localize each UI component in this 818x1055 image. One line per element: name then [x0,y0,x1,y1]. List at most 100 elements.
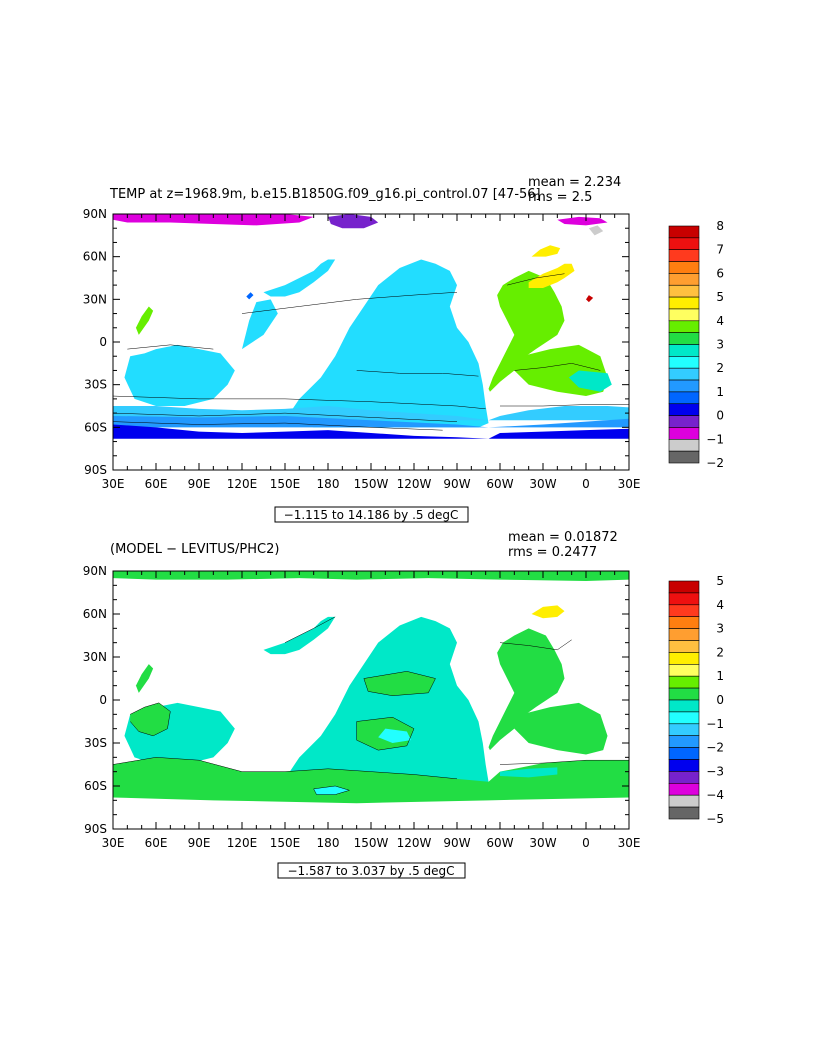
panel-top: TEMP at z=1968.9m, b.e15.B1850G.f09_g16.… [83,175,724,523]
x-tick-label: 0 [582,477,590,491]
colorbar-swatch [668,663,700,677]
x-tick-label: 120W [397,477,432,491]
colorbar-swatch [668,747,700,760]
colorbar-label: 0 [716,409,724,423]
colorbar-label: 3 [716,338,724,352]
colorbar-label: 5 [716,574,724,588]
field-region [113,424,629,439]
x-tick-label: 30E [618,477,641,491]
field-layer [113,214,629,439]
x-tick-label: 30E [618,836,641,850]
x-tick-label: 30E [102,836,125,850]
colorbar-swatch [668,237,700,251]
field-region [135,306,154,335]
range-box [274,506,469,523]
field-region [500,767,558,778]
x-tick-label: 90E [188,836,211,850]
field-region [113,415,629,428]
y-tick-label: 90N [83,207,107,221]
field-region [531,245,561,257]
y-tick-label: 30S [84,378,107,392]
colorbar-swatch [668,723,700,736]
colorbar-swatch [668,759,700,772]
y-tick-label: 60S [84,420,107,434]
mean-label: mean = 0.01872 [508,530,618,545]
y-tick-label: 60N [83,607,107,621]
contour-layer [113,274,629,430]
field-region [135,664,154,693]
x-tick-label: 60E [145,477,168,491]
x-tick-label: 150W [354,477,389,491]
field-region [130,702,171,736]
x-tick-label: 60E [145,836,168,850]
colorbar-label: −4 [706,788,724,802]
contour-line [507,274,564,285]
colorbar-label: −2 [706,456,724,470]
colorbar-swatch [668,225,700,239]
field-region [488,628,565,751]
field-region [285,259,489,428]
y-tick-label: 30N [83,650,107,664]
field-layer [113,571,629,804]
colorbar-label: 1 [716,385,724,399]
x-tick-label: 0 [582,836,590,850]
contour-line [242,292,457,313]
colorbar-swatch [668,379,700,393]
colorbar-swatch [668,320,700,333]
contour-layer [113,617,629,795]
colorbar: 5 4 3 2 1 0 −1 −2 −3 −4 −5 [668,574,724,826]
y-tick-label: 30N [83,292,107,306]
colorbar-swatch [668,580,700,594]
field-region [488,270,565,392]
x-tick-label: 120E [227,477,258,491]
colorbar-swatch [668,308,700,322]
contour-line [113,422,443,431]
colorbar-swatch [668,640,700,653]
range-box [277,862,466,879]
y-tick-label: 90S [84,822,107,836]
colorbar-label: 3 [716,622,724,636]
colorbar-label: 4 [716,598,724,612]
colorbar-label: −2 [706,741,724,755]
colorbar-label: −5 [706,812,724,826]
mean-label: mean = 2.234 [528,175,621,190]
colorbar-swatch [668,771,700,784]
contour-line [364,671,436,695]
colorbar-label: 1 [716,669,724,683]
colorbar-swatch [668,794,700,808]
contour-line [500,640,572,650]
colorbar-label: 4 [716,314,724,328]
range-label: −1.115 to 14.186 by .5 degC [284,508,459,522]
colorbar-swatch [668,675,700,689]
rms-label: rms = 2.5 [528,190,592,205]
colorbar-swatch [668,604,700,617]
field-region [113,214,314,226]
x-tick-label: 90W [443,477,470,491]
field-region [246,292,254,300]
field-region [313,786,350,795]
colorbar-swatch [668,284,700,298]
x-tick-label: 30W [529,477,556,491]
colorbar-label: −1 [706,717,724,731]
y-tick-label: 0 [99,335,107,349]
colorbar-swatch [668,735,700,748]
field-region [124,344,235,406]
colorbar-swatch [668,592,700,606]
colorbar-swatch [668,450,700,464]
map-area [113,214,629,470]
y-tick-label: 0 [99,693,107,707]
field-region [586,295,594,303]
y-tick-label: 60S [84,779,107,793]
rms-label: rms = 0.2477 [508,545,597,560]
field-region [242,299,278,350]
colorbar-label: 0 [716,693,724,707]
field-region [328,214,379,229]
colorbar-swatch [668,628,700,641]
contour-line [285,617,335,643]
contour-line [500,760,629,764]
colorbar-swatch [668,367,700,381]
field-region [514,702,608,755]
y-tick-label: 60N [83,250,107,264]
colorbar-swatch [668,273,700,286]
